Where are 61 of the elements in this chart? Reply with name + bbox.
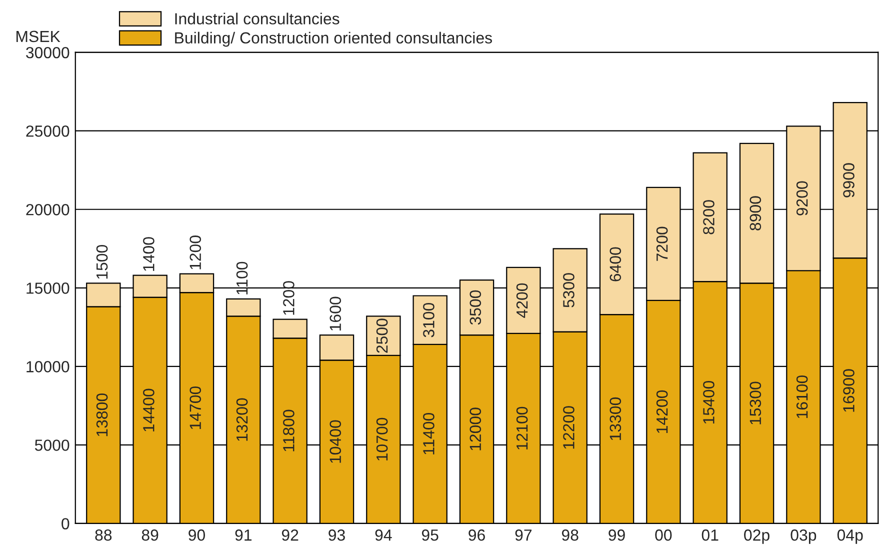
legend-label: Industrial consultancies	[175, 12, 340, 24]
x-tick-label: 00	[655, 529, 672, 541]
data-label: 10400	[330, 420, 342, 463]
x-tick-label: 95	[422, 529, 438, 541]
data-label: 16100	[796, 375, 808, 418]
data-label: 1600	[330, 296, 342, 330]
data-label: 5300	[563, 273, 574, 308]
y-tick-label: 10000	[26, 361, 70, 372]
data-label: 1200	[190, 236, 202, 270]
data-label: 13200	[236, 398, 248, 441]
data-label: 1200	[283, 281, 294, 315]
x-tick-label: 94	[375, 529, 392, 541]
data-label: 8900	[750, 196, 762, 230]
data-label: 13800	[96, 394, 108, 436]
x-tick-label: 99	[608, 529, 625, 541]
x-tick-label: 89	[142, 529, 158, 541]
data-label: 3500	[470, 290, 482, 325]
x-tick-label: 04p	[837, 529, 863, 544]
data-label: 11400	[423, 412, 434, 454]
x-tick-label: 90	[188, 529, 205, 541]
data-label: 1100	[236, 262, 248, 294]
data-label: 15300	[750, 382, 762, 424]
data-label: 1500	[96, 244, 108, 279]
y-tick-label: 0	[62, 518, 70, 530]
y-tick-label: 20000	[26, 204, 70, 216]
x-tick-label: 98	[562, 529, 578, 541]
data-label: 14400	[143, 388, 154, 432]
legend-label: Building/ Construction oriented consultancies	[175, 32, 492, 47]
data-label: 13300	[610, 397, 622, 440]
x-tick-label: 93	[328, 529, 345, 541]
data-label: 8200	[703, 200, 714, 234]
data-label: 11800	[283, 410, 294, 452]
x-tick-label: 01	[702, 529, 718, 541]
x-tick-label: 96	[468, 529, 485, 541]
data-label: 15400	[703, 380, 714, 424]
data-label: 4200	[516, 283, 528, 318]
data-label: 2500	[376, 318, 388, 353]
y-tick-label: 25000	[26, 125, 70, 137]
data-label: 10700	[376, 418, 388, 460]
data-label: 1400	[143, 237, 154, 271]
data-label: 16900	[843, 369, 854, 412]
x-tick-label: 91	[235, 529, 252, 541]
data-label: 6400	[610, 247, 622, 282]
data-label: 12000	[470, 408, 482, 450]
data-label: 3100	[423, 302, 434, 338]
y-axis-title: MSEK	[16, 30, 60, 42]
data-label: 12100	[516, 406, 528, 450]
y-tick-label: 15000	[26, 282, 70, 294]
x-tick-label: 97	[515, 529, 532, 541]
x-tick-label: 03p	[790, 529, 816, 544]
data-label: 9200	[796, 181, 808, 216]
x-tick-label: 02p	[744, 529, 770, 544]
y-tick-label: 30000	[26, 46, 70, 58]
x-tick-label: 92	[282, 529, 298, 541]
data-label: 12200	[563, 406, 574, 449]
y-tick-label: 5000	[34, 440, 70, 451]
data-label: 9900	[843, 163, 854, 198]
x-tick-label: 88	[95, 529, 112, 541]
data-label: 7200	[656, 226, 668, 261]
data-label: 14200	[656, 390, 668, 433]
data-label: 14700	[190, 386, 202, 430]
